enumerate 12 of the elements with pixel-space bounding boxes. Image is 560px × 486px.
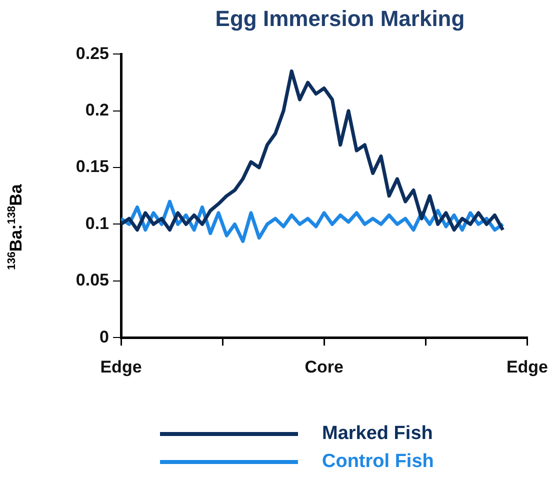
y-tick-label: 0.05 <box>76 270 109 290</box>
y-tick-label: 0.15 <box>76 157 109 176</box>
y-tick-label: 0.25 <box>76 44 109 63</box>
x-tick-label: Edge <box>506 357 548 376</box>
x-tick-label: Core <box>304 357 344 376</box>
chart-title: Egg Immersion Marking <box>214 6 466 32</box>
text: Marked Fish <box>322 423 433 445</box>
y-tick-label: 0 <box>100 327 109 346</box>
x-tick-label: Edge <box>100 357 142 376</box>
y-tick-label: 0.2 <box>85 100 109 120</box>
y-tick-label: 0.1 <box>85 214 109 233</box>
text: Control Fish <box>322 451 434 473</box>
